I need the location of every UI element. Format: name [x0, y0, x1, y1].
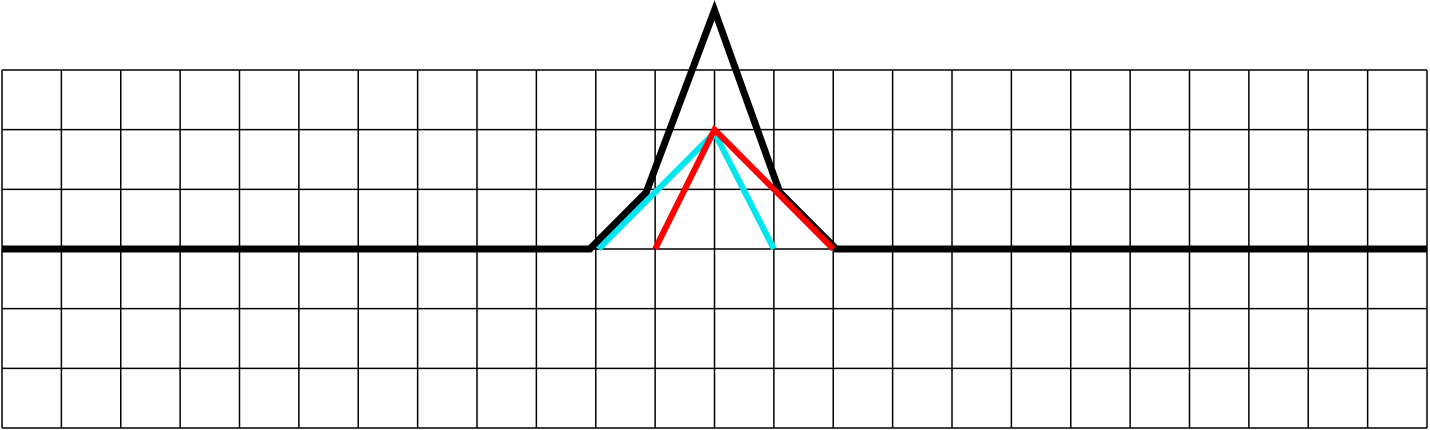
grid-diagram: [0, 0, 1430, 430]
